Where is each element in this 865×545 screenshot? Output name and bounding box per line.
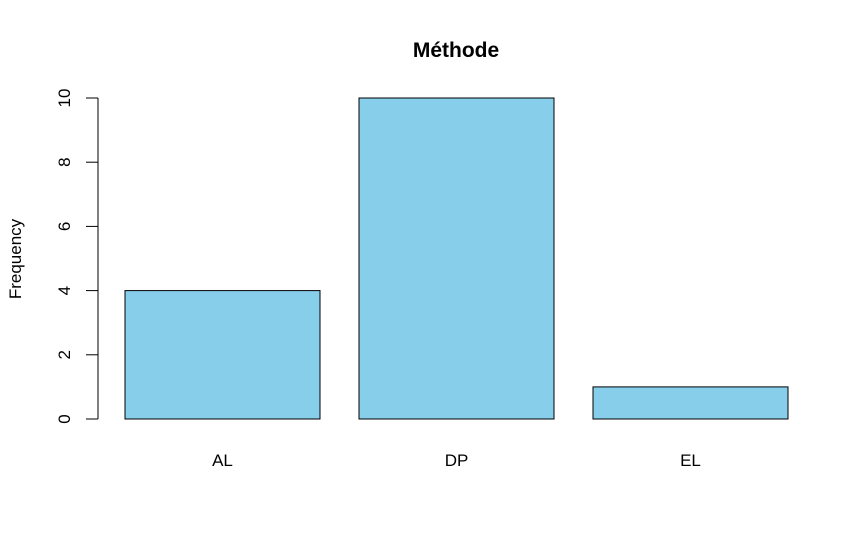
bar-dp bbox=[358, 97, 555, 420]
y-tick-label: 6 bbox=[55, 222, 74, 231]
y-tick-label: 4 bbox=[55, 286, 74, 295]
x-tick-label-dp: DP bbox=[445, 451, 469, 470]
x-tick-label-el: EL bbox=[680, 451, 701, 470]
bar-al bbox=[124, 290, 321, 420]
y-axis: 0 2 4 6 8 10 bbox=[55, 89, 99, 424]
chart-title: Méthode bbox=[413, 39, 499, 62]
bar-el bbox=[592, 386, 789, 420]
y-tick-label: 10 bbox=[55, 89, 74, 108]
y-tick-label: 8 bbox=[55, 157, 74, 166]
y-tick-label: 0 bbox=[55, 414, 74, 423]
y-tick-label: 2 bbox=[55, 350, 74, 359]
y-axis-label: Frequency bbox=[6, 218, 25, 299]
x-axis-labels: AL DP EL bbox=[212, 451, 701, 470]
x-tick-label-al: AL bbox=[212, 451, 233, 470]
bars bbox=[124, 97, 789, 420]
